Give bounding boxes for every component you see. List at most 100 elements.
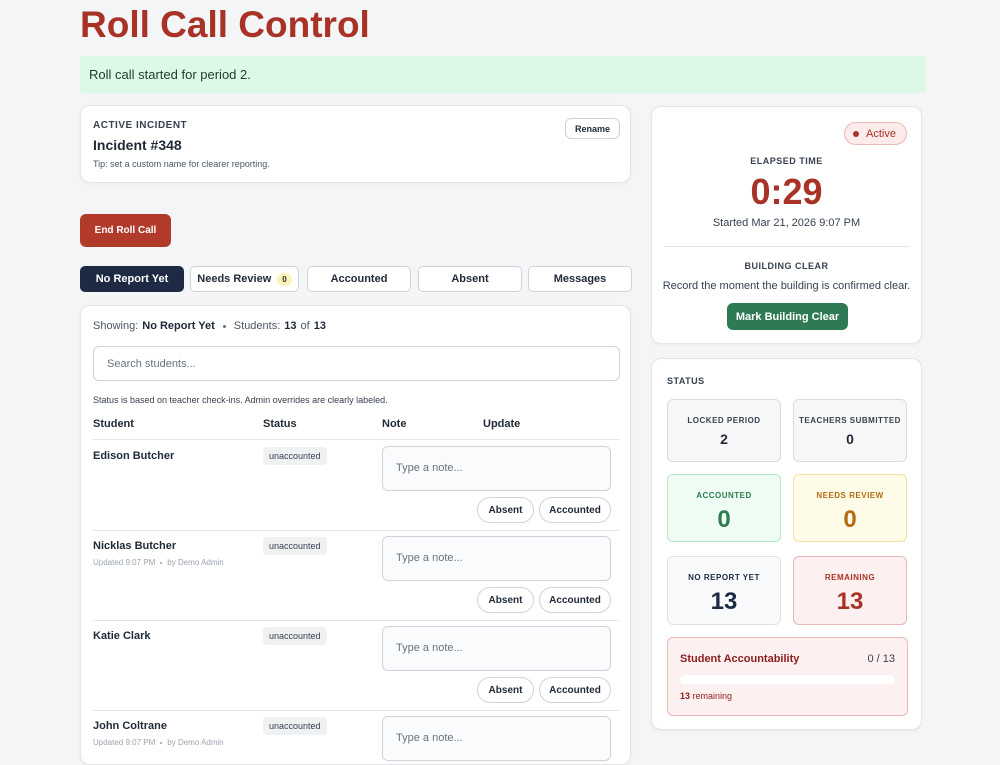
tab-label: Accounted <box>330 273 388 285</box>
student-name: Nicklas Butcher <box>93 540 177 552</box>
tab[interactable]: Absent <box>418 266 522 292</box>
incident-label: ACTIVE INCIDENT <box>93 120 188 131</box>
tile-label: REMAINING <box>824 573 876 582</box>
elapsed-label: ELAPSED TIME <box>750 156 823 166</box>
mark-clear-button[interactable]: Mark Building Clear <box>727 303 848 330</box>
status-pill: unaccounted <box>263 447 327 465</box>
tab[interactable]: Messages <box>528 266 632 292</box>
row-meta: Updated 9:07 PM by Demo Admin <box>93 738 224 747</box>
status-tile: NEEDS REVIEW 0 <box>793 474 907 542</box>
separator-dot <box>222 324 226 328</box>
status-tile: LOCKED PERIOD 2 <box>667 399 781 462</box>
elapsed-time: 0:29 <box>750 171 823 212</box>
tab-label: Messages <box>553 273 607 285</box>
updated-by: by Demo Admin <box>167 558 224 567</box>
student-row: Katie Clark unaccounted Type a note... Abse… <box>93 621 619 711</box>
status-dot <box>853 130 860 137</box>
student-list-card: Showing: No Report Yet Students: 13 of 1… <box>80 305 631 765</box>
table-header: Student Status Note Update <box>93 418 619 440</box>
clear-label: BUILDING CLEAR <box>744 261 829 271</box>
tab-label: Absent <box>451 273 489 285</box>
accounted-button[interactable]: Accounted <box>539 587 611 613</box>
tile-label: LOCKED PERIOD <box>687 416 761 425</box>
incident-name: Incident #348 <box>93 137 182 153</box>
row-meta: Updated 9:07 PM by Demo Admin <box>93 558 224 567</box>
column-header: Update <box>483 418 521 430</box>
accountability-box: Student Accountability 0 / 13 13 remaini… <box>667 637 908 716</box>
status-card: STATUS LOCKED PERIOD 2 TEACHERS SUBMITTED 0… <box>651 358 922 730</box>
note-input[interactable]: Type a note... <box>382 536 611 581</box>
students-label: Students: <box>233 320 281 332</box>
student-row: John Coltrane Updated 9:07 PM by Demo Admi… <box>93 711 619 764</box>
filter-name: No Report Yet <box>142 320 215 332</box>
rename-button[interactable]: Rename <box>565 118 620 139</box>
separator-dot <box>160 561 163 564</box>
incident-card: ACTIVE INCIDENT Incident #348 Tip: set a… <box>80 105 631 183</box>
accountability-progress: 0 / 13 <box>867 653 895 665</box>
updated-by: by Demo Admin <box>167 738 224 747</box>
status-label: STATUS <box>667 376 705 386</box>
status-pill: unaccounted <box>263 537 327 555</box>
remaining-text: 13 remaining <box>680 691 732 701</box>
accounted-button[interactable]: Accounted <box>539 677 611 703</box>
of-label: of <box>300 320 310 332</box>
timer-card: Active ELAPSED TIME 0:29 Started Mar 21,… <box>651 106 922 344</box>
status-tile: TEACHERS SUBMITTED 0 <box>793 399 907 462</box>
remaining-count: 13 <box>680 691 691 701</box>
page-title: Roll Call Control <box>80 4 370 45</box>
absent-button[interactable]: Absent <box>477 587 534 613</box>
flash-message: Roll call started for period 2. <box>80 56 926 93</box>
tab-label: No Report Yet <box>95 273 169 285</box>
remaining-label: remaining <box>692 691 733 701</box>
list-summary: Showing: No Report Yet Students: 13 of 1… <box>93 320 326 332</box>
tile-value: 13 <box>710 588 738 615</box>
student-name: Edison Butcher <box>93 450 175 462</box>
status-pill: unaccounted <box>263 627 327 645</box>
student-row: Edison Butcher unaccounted Type a note... A… <box>93 441 619 531</box>
tile-label: ACCOUNTED <box>696 491 752 500</box>
column-header: Note <box>382 418 407 430</box>
tab[interactable]: No Report Yet <box>80 266 184 292</box>
note-input[interactable]: Type a note... <box>382 716 611 761</box>
status-tile: ACCOUNTED 0 <box>667 474 781 542</box>
updated-time: Updated 9:07 PM <box>93 738 156 747</box>
tile-value: 0 <box>717 506 731 533</box>
progress-track <box>680 675 895 684</box>
status-tile: REMAINING 13 <box>793 556 907 625</box>
tile-value: 2 <box>720 431 728 447</box>
absent-button[interactable]: Absent <box>477 497 534 523</box>
started-time: Started Mar 21, 2026 9:07 PM <box>712 217 861 229</box>
student-row: Nicklas Butcher Updated 9:07 PM by Demo Ad… <box>93 531 619 621</box>
tile-value: 0 <box>843 506 857 533</box>
tab-label: Needs Review <box>197 273 272 285</box>
note-input[interactable]: Type a note... <box>382 446 611 491</box>
student-name: John Coltrane <box>93 720 167 732</box>
tab[interactable]: Needs Review 0 <box>190 266 299 292</box>
showing-label: Showing: <box>93 320 139 332</box>
status-pill: unaccounted <box>263 717 327 735</box>
status-tile: NO REPORT YET 13 <box>667 556 781 625</box>
student-name: Katie Clark <box>93 630 151 642</box>
tile-label: NO REPORT YET <box>688 573 760 582</box>
tab-badge: 0 <box>277 272 292 286</box>
note-input[interactable]: Type a note... <box>382 626 611 671</box>
column-header: Status <box>263 418 297 430</box>
accounted-button[interactable]: Accounted <box>539 497 611 523</box>
accountability-title: Student Accountability <box>680 653 800 665</box>
status-note: Status is based on teacher check-ins. Ad… <box>93 395 388 405</box>
incident-tip: Tip: set a custom name for clearer repor… <box>93 159 270 169</box>
tab[interactable]: Accounted <box>307 266 411 292</box>
divider <box>664 246 909 247</box>
end-roll-call-button[interactable]: End Roll Call <box>80 214 171 247</box>
tile-value: 0 <box>846 431 854 447</box>
updated-time: Updated 9:07 PM <box>93 558 156 567</box>
tile-label: TEACHERS SUBMITTED <box>799 416 901 425</box>
page: Roll Call Control Roll call started for … <box>80 4 926 765</box>
shown-count: 13 <box>284 320 297 332</box>
active-badge: Active <box>844 122 907 145</box>
tile-label: NEEDS REVIEW <box>816 491 884 500</box>
absent-button[interactable]: Absent <box>477 677 534 703</box>
column-header: Student <box>93 418 134 430</box>
clear-text: Record the moment the building is confir… <box>662 280 911 292</box>
search-input[interactable]: Search students... <box>93 346 620 381</box>
